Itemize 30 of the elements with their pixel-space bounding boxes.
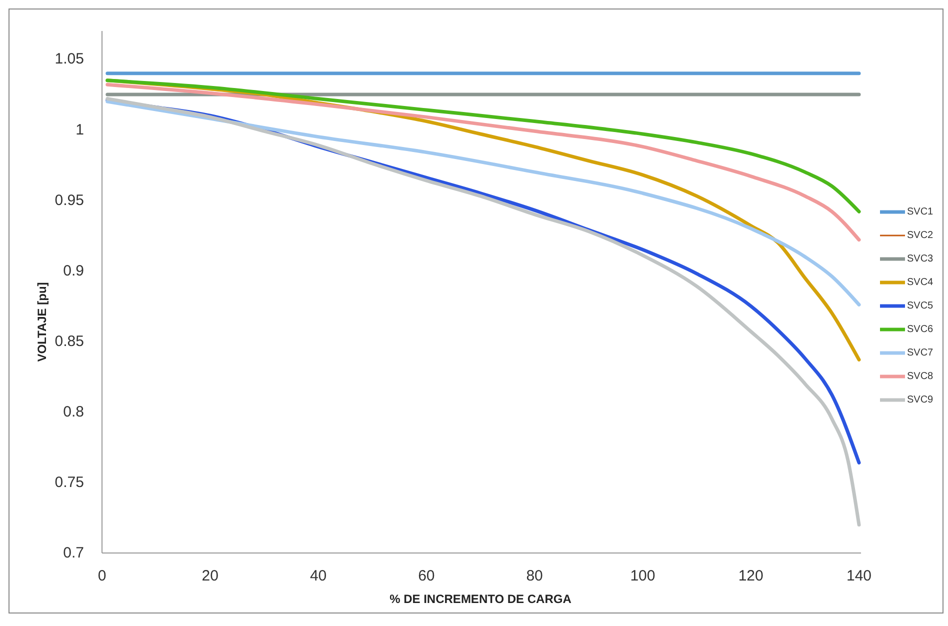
line-series — [106, 82, 861, 242]
line-series — [106, 100, 861, 306]
y-tick-label: 1 — [76, 121, 84, 138]
x-tick-label: 0 — [98, 568, 106, 584]
legend-label: SVC1 — [907, 206, 934, 218]
x-tick-label: 100 — [630, 568, 656, 584]
legend-label: SVC5 — [907, 300, 934, 312]
x-tick-label: 80 — [526, 568, 543, 584]
y-axis-title: VOLTAJE [pu] — [35, 282, 49, 362]
x-tick-label: 140 — [846, 568, 872, 584]
legend-label: SVC7 — [907, 348, 934, 358]
y-tick-label: 0.8 — [63, 403, 84, 420]
y-tick-label: 0.95 — [54, 192, 84, 209]
y-tick-label: 0.85 — [54, 332, 84, 350]
x-tick-label: 120 — [738, 568, 764, 584]
x-axis-title: % DE INCREMENTO DE CARGA — [390, 592, 572, 606]
legend-label: SVC9 — [907, 394, 934, 406]
x-tick-label: 40 — [310, 568, 327, 584]
y-tick-label: 1.05 — [54, 50, 84, 68]
y-tick-label: 0.75 — [54, 474, 84, 491]
x-tick-label: 20 — [202, 568, 218, 584]
x-tick-label: 60 — [418, 568, 435, 584]
legend-label: SVC4 — [907, 277, 934, 288]
y-tick-label: 0.9 — [63, 262, 84, 280]
legend-label: SVC6 — [907, 324, 934, 335]
legend-label: SVC3 — [907, 254, 934, 264]
legend-label: SVC2 — [907, 230, 934, 241]
legend-label: SVC8 — [907, 371, 934, 382]
line-series — [106, 78, 861, 214]
y-tick-label: 0.7 — [63, 544, 84, 562]
